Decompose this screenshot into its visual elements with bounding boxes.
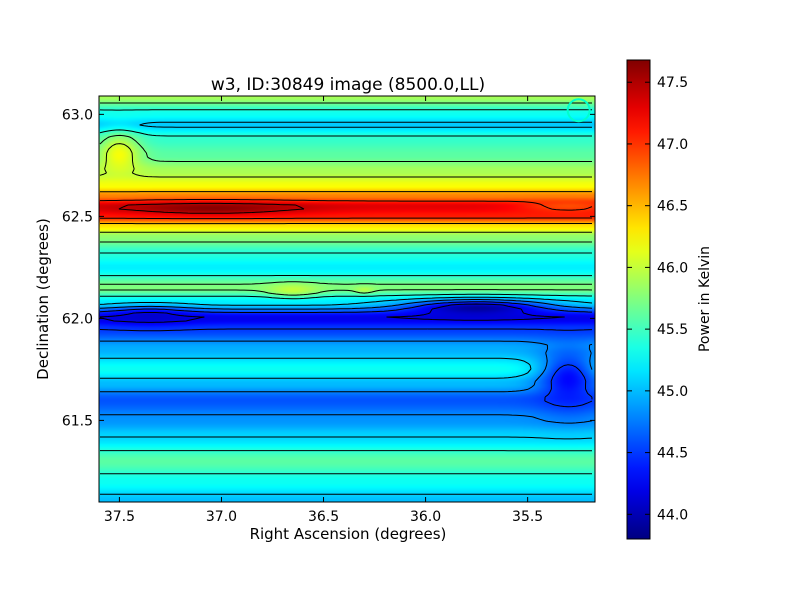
contour-level-8 [100, 199, 593, 220]
marker-layer [566, 98, 591, 123]
contour-lines [99, 102, 593, 495]
x-axis: 37.5 37.0 36.5 36.0 35.5 [104, 96, 543, 525]
colorbar-gradient [626, 59, 651, 540]
plot-area [98, 95, 596, 503]
colorbar-tick-label: 45.0 [657, 384, 688, 400]
contour-level-5 [99, 102, 593, 296]
y-tick-label: 63.0 [62, 107, 93, 123]
chart-title: w3, ID:30849 image (8500.0,LL) [211, 75, 485, 95]
y-tick-label: 62.5 [62, 209, 93, 225]
contour-level-3 [99, 121, 593, 495]
y-tick-label: 61.5 [62, 413, 93, 429]
plot-frame [98, 95, 596, 503]
colorbar-tick-label: 47.5 [657, 75, 688, 91]
x-axis-label: Right Ascension (degrees) [250, 525, 447, 543]
heatmap-image [99, 96, 595, 502]
beam-marker [566, 98, 591, 123]
contour-level-0 [99, 303, 565, 323]
contour-level-2 [99, 299, 593, 424]
y-axis-label: Declination (degrees) [34, 218, 52, 380]
colorbar-tick-label: 46.5 [657, 199, 688, 215]
contour-level-6 [99, 143, 592, 233]
colorbar-tick-label: 47.0 [657, 137, 688, 153]
contour-level-7 [100, 191, 592, 225]
contour-level-1 [99, 301, 593, 408]
x-tick-label: 37.5 [104, 509, 135, 525]
contour-level-9 [118, 202, 305, 214]
y-tick-label: 62.0 [62, 311, 93, 327]
colorbar-label: Power in Kelvin [697, 246, 713, 352]
contour-level-4 [99, 109, 593, 475]
colorbar-tick-label: 45.5 [657, 322, 688, 338]
colorbar-tick-label: 44.0 [657, 507, 688, 523]
x-tick-label: 35.5 [512, 509, 543, 525]
x-tick-label: 36.5 [308, 509, 339, 525]
colorbar-ticks: 44.0 44.5 45.0 45.5 46.0 46.5 47.0 47.5 [627, 75, 688, 523]
colorbar: 44.0 44.5 45.0 45.5 46.0 46.5 47.0 47.5 Power i… [626, 59, 713, 540]
colorbar-tick-label: 44.5 [657, 446, 688, 462]
x-tick-label: 36.0 [410, 509, 441, 525]
x-tick-label: 37.0 [206, 509, 237, 525]
colorbar-tick-label: 46.0 [657, 260, 688, 276]
y-axis: 61.5 62.0 62.5 63.0 [62, 107, 595, 429]
